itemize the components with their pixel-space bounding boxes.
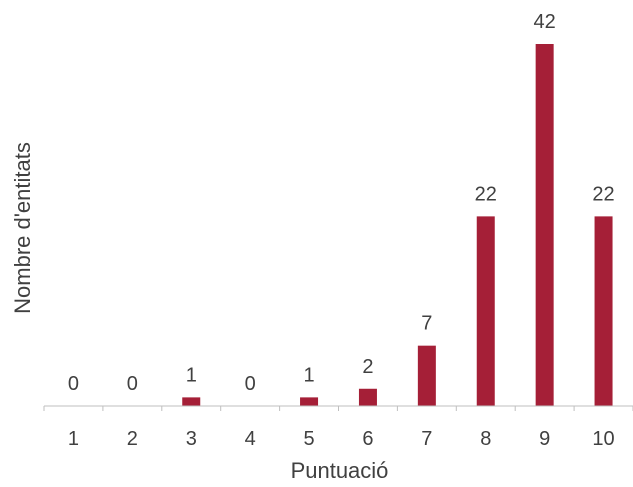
x-tick-label-8: 8	[480, 428, 491, 450]
data-label-7: 7	[421, 313, 432, 335]
x-tick-label-2: 2	[127, 428, 138, 450]
bar-9	[535, 44, 554, 406]
y-axis-title: Nombre d'entitats	[10, 142, 35, 314]
x-tick-label-7: 7	[421, 428, 432, 450]
data-label-6: 2	[362, 356, 373, 378]
x-tick-label-10: 10	[592, 428, 614, 450]
x-axis-ticks	[43, 406, 633, 411]
bar-10	[594, 216, 613, 406]
data-label-5: 1	[303, 364, 314, 386]
data-label-1: 0	[68, 373, 79, 395]
data-label-3: 1	[186, 364, 197, 386]
x-tick-label-1: 1	[68, 428, 79, 450]
x-tick-label-5: 5	[303, 428, 314, 450]
bars-group	[182, 44, 613, 406]
x-tick-label-9: 9	[539, 428, 550, 450]
data-label-9: 42	[534, 11, 556, 33]
x-tick-label-6: 6	[362, 428, 373, 450]
data-label-8: 22	[475, 183, 497, 205]
x-tick-label-3: 3	[186, 428, 197, 450]
x-axis-title: Puntuació	[291, 458, 389, 483]
x-tick-labels: 1 2 3 4 5 6 7 8 9 10	[68, 428, 615, 450]
bar-7	[417, 345, 436, 406]
bar-6	[358, 388, 377, 406]
data-label-10: 22	[592, 183, 614, 205]
x-tick-label-4: 4	[245, 428, 256, 450]
bar-3	[182, 397, 201, 406]
bar-8	[476, 216, 495, 406]
bar-5	[300, 397, 319, 406]
data-labels-group: 0 0 1 0 1 2 7 22 42 22	[68, 11, 615, 395]
data-label-4: 0	[245, 373, 256, 395]
data-label-2: 0	[127, 373, 138, 395]
